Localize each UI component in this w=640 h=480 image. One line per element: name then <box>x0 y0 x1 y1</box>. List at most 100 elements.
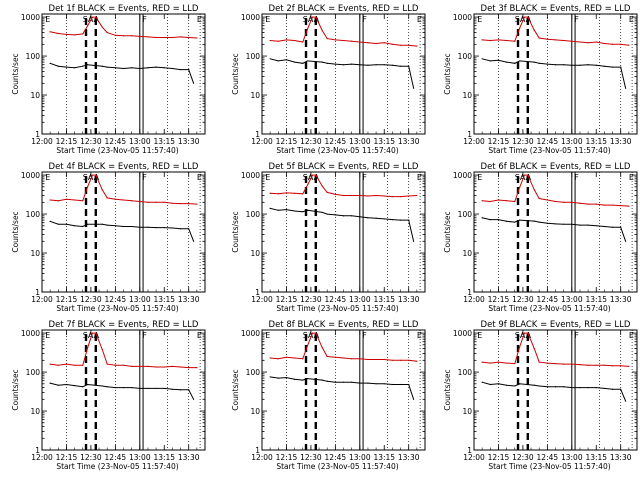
events-point <box>179 389 182 391</box>
x-tick-label: 12:15 <box>276 295 298 304</box>
x-tick-label: 12:00 <box>251 137 273 146</box>
lld-point <box>579 202 581 204</box>
lld-point <box>57 200 59 202</box>
marker-label: F <box>362 173 367 182</box>
events-point <box>571 64 573 66</box>
events-point <box>321 61 323 63</box>
x-tick-label: 13:00 <box>349 295 371 304</box>
x-tick-label: 13:15 <box>585 137 607 146</box>
y-tick-label: 1000 <box>453 329 472 338</box>
events-point <box>122 386 125 389</box>
x-tick-label: 13:30 <box>610 295 632 304</box>
events-point <box>538 221 540 223</box>
lld-point <box>122 35 125 37</box>
y-tick-label: 1000 <box>21 329 40 338</box>
panel-title: Det 2f BLACK = Events, RED = LLD <box>269 4 419 14</box>
events-point <box>131 386 133 389</box>
lld-point <box>334 39 336 41</box>
panel-title: Det 8f BLACK = Events, RED = LLD <box>269 320 419 330</box>
events-point <box>114 67 116 69</box>
lld-point <box>326 355 328 358</box>
x-tick-label: 13:00 <box>561 453 583 462</box>
x-tick-label: 13:15 <box>153 453 175 462</box>
lld-point <box>342 357 345 359</box>
lld-point <box>294 192 296 194</box>
y-axis-label: Counts/sec <box>443 53 452 94</box>
lld-point <box>82 364 84 366</box>
marker-label: F <box>362 331 367 340</box>
x-tick-label: 12:15 <box>488 453 510 462</box>
lld-point <box>603 364 606 366</box>
lld-point <box>57 364 59 366</box>
events-point <box>620 226 622 228</box>
events-point <box>587 64 589 66</box>
x-tick-label: 12:15 <box>56 295 78 304</box>
events-point <box>351 215 353 217</box>
panel-title: Det 1f BLACK = Events, RED = LLD <box>49 4 199 14</box>
events-point <box>391 64 393 66</box>
events-point <box>412 240 415 242</box>
lld-point <box>196 203 198 205</box>
y-tick-label: 1 <box>255 130 260 139</box>
events-point <box>163 387 165 390</box>
events-point <box>101 65 103 67</box>
y-tick-label: 100 <box>246 210 261 219</box>
y-tick-label: 100 <box>458 210 473 219</box>
y-tick-label: 100 <box>246 368 261 377</box>
x-tick-label: 13:30 <box>398 137 420 146</box>
lld-point <box>315 16 317 18</box>
events-point <box>367 382 369 384</box>
lld-point <box>179 36 182 38</box>
x-tick-label: 12:00 <box>463 295 485 304</box>
series-line-events <box>49 220 195 242</box>
lld-point <box>506 362 508 364</box>
marker-label: E <box>45 173 50 182</box>
y-axis-label: Counts/sec <box>11 369 20 410</box>
events-point <box>269 207 271 209</box>
x-tick-label: 12:45 <box>105 453 127 462</box>
x-axis-label: Start Time (23-Nov-05 11:57:40) <box>488 462 610 471</box>
x-axis-label: Start Time (23-Nov-05 11:57:40) <box>488 146 610 155</box>
marker-label: E <box>197 331 202 340</box>
events-point <box>326 380 328 382</box>
x-tick-label: 13:00 <box>561 295 583 304</box>
series-line-lld <box>482 332 629 367</box>
lld-point <box>342 194 345 197</box>
lld-point <box>628 365 630 367</box>
lld-point <box>91 174 94 176</box>
lld-point <box>302 41 304 43</box>
events-point <box>131 67 133 69</box>
lld-point <box>101 189 103 191</box>
lld-point <box>114 34 116 36</box>
events-point <box>408 65 410 67</box>
x-tick-label: 13:15 <box>373 137 395 146</box>
events-point <box>497 383 500 385</box>
lld-point <box>87 25 89 27</box>
events-point <box>74 67 76 69</box>
series-line-lld <box>270 16 417 47</box>
lld-point <box>139 35 141 37</box>
marker-label: F <box>142 173 147 182</box>
marker-label: E <box>417 15 422 24</box>
x-tick-label: 12:45 <box>105 137 127 146</box>
lld-point <box>315 332 317 334</box>
events-point <box>514 62 516 64</box>
lld-point <box>481 39 483 41</box>
lld-point <box>506 200 508 202</box>
lld-point <box>620 204 622 207</box>
lld-point <box>489 200 491 203</box>
lld-point <box>351 358 353 360</box>
events-point <box>307 60 309 62</box>
lld-point <box>155 366 157 368</box>
events-point <box>139 67 141 70</box>
lld-point <box>315 174 317 176</box>
lld-point <box>538 197 540 200</box>
events-point <box>57 223 59 225</box>
lld-point <box>139 200 141 203</box>
events-point <box>587 386 589 389</box>
y-tick-label: 100 <box>246 52 261 61</box>
lld-point <box>122 199 125 201</box>
